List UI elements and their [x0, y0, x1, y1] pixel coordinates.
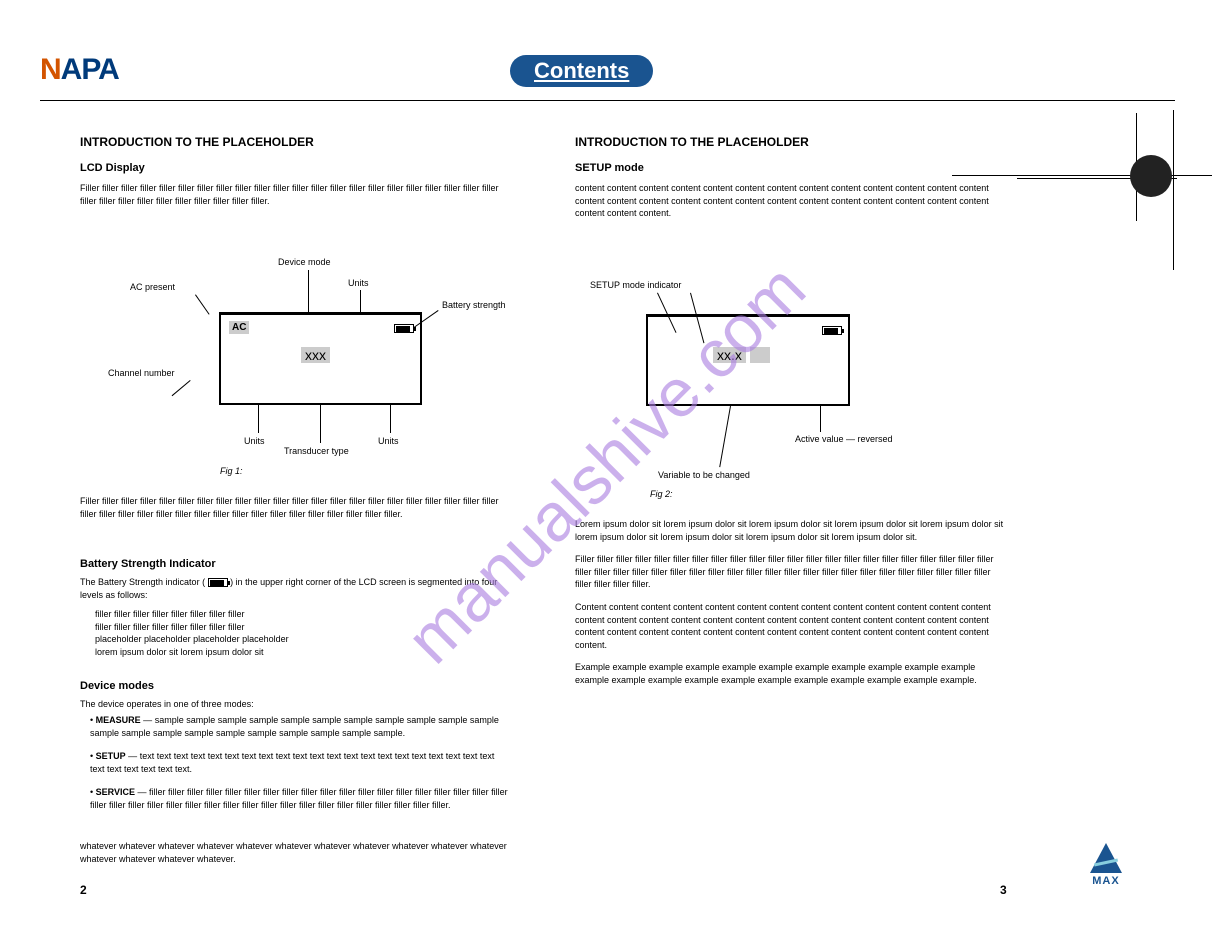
mode-note: whatever whatever whatever whatever what…	[80, 840, 510, 865]
lcd1-label: Transducer type	[284, 446, 349, 456]
fig1-caption: Fig 1:	[220, 465, 243, 478]
battery-heading: Battery Strength Indicator	[80, 558, 216, 570]
modes-intro: The device operates in one of three mode…	[80, 698, 254, 711]
lcd-diagram-2: xx.x	[646, 314, 850, 406]
lcd2-readout: xx.x	[713, 347, 770, 363]
napa-logo: NAPA	[40, 53, 119, 87]
lcd1-label: Units	[244, 436, 265, 446]
lcd1-label: AC present	[130, 282, 175, 292]
fig1-followup: Filler filler filler filler filler fille…	[80, 495, 510, 520]
setup-heading: SETUP mode	[575, 162, 644, 174]
battery-icon	[394, 320, 414, 338]
max-logo: MAX	[1090, 843, 1122, 887]
fig2-caption: Fig 2:	[650, 488, 673, 501]
header-rule	[40, 100, 1175, 101]
battery-intro: The Battery Strength indicator ( ) in th…	[80, 576, 510, 601]
lcd1-label: Units	[348, 278, 369, 288]
callout	[390, 405, 391, 433]
lcd1-label: Units	[378, 436, 399, 446]
mode-2: • SETUP — text text text text text text …	[90, 750, 510, 775]
callout	[719, 406, 731, 467]
page-number-left: 2	[80, 883, 87, 897]
callout	[258, 405, 259, 433]
callout	[360, 290, 361, 312]
lcd1-label: Channel number	[108, 368, 175, 378]
callout	[195, 294, 210, 314]
page-title-right: INTRODUCTION TO THE PLACEHOLDER	[575, 135, 809, 149]
lcd-intro: Filler filler filler filler filler fille…	[80, 182, 510, 207]
lcd2-label: Active value — reversed	[795, 434, 893, 444]
page-number-right: 3	[1000, 883, 1007, 897]
lcd-diagram-1: AC xxx	[219, 312, 422, 405]
lcd1-readout: xxx	[301, 347, 330, 363]
lcd2-label: Variable to be changed	[658, 470, 750, 480]
callout	[308, 270, 309, 312]
lcd1-ac-badge: AC	[229, 321, 249, 334]
lcd1-label: Device mode	[278, 257, 331, 267]
battery-list: filler filler filler filler filler fille…	[95, 608, 510, 658]
setup-intro: content content content content content …	[575, 182, 1005, 220]
callout	[820, 406, 821, 432]
right-paras: Lorem ipsum dolor sit lorem ipsum dolor …	[575, 518, 1005, 697]
callout	[172, 380, 191, 396]
contents-button[interactable]: Contents	[510, 55, 653, 87]
lcd2-label: SETUP mode indicator	[590, 280, 681, 290]
modes-heading: Device modes	[80, 680, 154, 692]
page-title: INTRODUCTION TO THE PLACEHOLDER	[80, 135, 314, 149]
mode-1: • MEASURE — sample sample sample sample …	[90, 714, 510, 739]
mode-3: • SERVICE — filler filler filler filler …	[90, 786, 510, 811]
lcd-heading: LCD Display	[80, 162, 145, 174]
callout	[320, 405, 321, 443]
battery-inline-icon	[208, 578, 228, 587]
battery-icon	[822, 322, 842, 340]
lcd1-label: Battery strength	[442, 300, 506, 310]
